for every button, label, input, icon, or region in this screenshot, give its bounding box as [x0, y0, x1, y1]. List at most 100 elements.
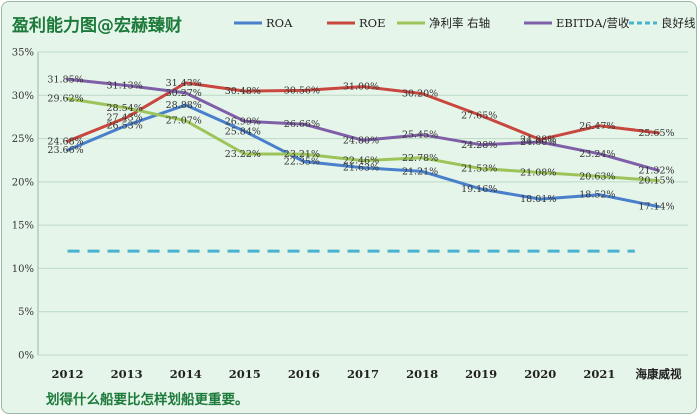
data-point [125, 84, 128, 87]
data-label: 24.80% [343, 135, 379, 146]
data-point [243, 120, 247, 123]
x-tick-label: 2015 [229, 367, 261, 381]
data-point [539, 171, 542, 174]
data-label: 18.52% [579, 190, 615, 201]
data-point [184, 81, 187, 85]
legend-label: 良好线 [661, 16, 696, 30]
legend-label: EBITDA/营收 [556, 16, 630, 30]
data-label: 29.62% [47, 94, 83, 105]
x-tick-label: 2017 [347, 367, 379, 381]
data-point [302, 123, 306, 126]
x-tick-label: 2019 [465, 367, 497, 381]
data-label: 30.27% [166, 88, 202, 99]
y-tick-label: 0% [18, 351, 34, 362]
data-point [598, 175, 601, 178]
data-point [125, 106, 128, 110]
data-label: 31.13% [107, 81, 143, 92]
data-point [125, 124, 128, 127]
data-label: 27.65% [461, 111, 497, 122]
data-point [125, 116, 128, 119]
data-point [420, 170, 424, 173]
y-tick-label: 10% [12, 264, 34, 275]
data-label: 21.08% [520, 168, 556, 179]
data-label: 28.88% [166, 100, 202, 111]
legend-label: ROE [359, 16, 385, 30]
data-label: 25.45% [402, 130, 438, 141]
data-label: 27.43% [107, 113, 143, 124]
data-point [361, 166, 365, 169]
data-label: 30.48% [225, 86, 261, 97]
x-tick-label: 2018 [406, 367, 438, 381]
data-label: 28.54% [107, 103, 143, 114]
x-axis: 2012 2013 2014 2015 2016 2017 2018 2019 2020 2021… [52, 367, 682, 381]
y-axis: 0% 5% 10% 15% 20% 25% 30% 35% [12, 48, 39, 362]
chart-title: 盈利能力图@宏赫臻财 [11, 15, 182, 36]
data-label: 24.28% [461, 140, 497, 151]
data-point [66, 148, 69, 152]
gridlines [38, 51, 688, 356]
x-tick-label: 2020 [524, 367, 556, 381]
y-tick-label: 30% [12, 91, 34, 102]
data-point [302, 152, 306, 156]
data-point [657, 205, 660, 208]
data-label: 23.22% [225, 149, 261, 160]
data-label: 24.60% [520, 137, 556, 148]
data-label: 17.14% [638, 202, 674, 213]
x-tick-label: 2016 [288, 367, 320, 381]
data-label: 30.20% [402, 89, 438, 100]
data-point [479, 143, 483, 147]
data-point [539, 138, 542, 141]
data-label: 22.46% [343, 156, 379, 167]
data-point [479, 167, 483, 170]
data-point [420, 156, 424, 159]
data-label: 21.21% [402, 166, 438, 177]
data-point [361, 159, 365, 162]
y-tick-label: 15% [12, 221, 34, 232]
data-point [184, 119, 187, 122]
data-label: 24.68% [47, 136, 83, 147]
data-point [361, 139, 365, 142]
data-point [479, 187, 483, 191]
data-label: 21.32% [638, 165, 674, 176]
data-label: 22.35% [284, 157, 320, 168]
data-point [184, 103, 187, 107]
data-point [479, 114, 483, 117]
legend-label: ROA [266, 16, 293, 30]
data-label: 23.24% [579, 149, 615, 160]
data-label: 21.63% [343, 163, 379, 174]
x-tick-label: 2012 [52, 367, 84, 381]
data-labels: 23.66% 26.53% 28.88% 25.84% 22.35% 21.63% 21.2… [47, 74, 674, 212]
data-point [302, 160, 306, 163]
data-label: 26.99% [225, 116, 261, 127]
data-point [657, 131, 660, 135]
data-label: 18.01% [520, 194, 556, 205]
data-point [243, 89, 247, 93]
x-tick-label: 2014 [170, 367, 202, 381]
data-point [302, 89, 306, 92]
data-label: 27.07% [166, 116, 202, 127]
data-point [66, 78, 69, 81]
legend-label: 净利率 右轴 [429, 16, 490, 30]
y-tick-label: 20% [12, 177, 34, 188]
data-point [598, 193, 601, 196]
data-label: 25.84% [225, 126, 261, 137]
data-point [657, 179, 660, 182]
data-point [243, 152, 247, 156]
data-label: 24.88% [520, 135, 556, 146]
y-tick-label: 25% [12, 134, 34, 145]
data-label: 20.63% [579, 171, 615, 182]
data-point [420, 92, 424, 95]
data-point [420, 133, 424, 136]
data-label: 26.53% [107, 120, 143, 131]
data-label: 23.66% [47, 145, 83, 156]
data-point [66, 97, 69, 100]
data-label: 19.16% [461, 184, 497, 195]
data-point [66, 140, 69, 143]
y-tick-label: 5% [18, 307, 34, 318]
data-point [539, 140, 542, 144]
data-label: 26.66% [284, 119, 320, 130]
data-point [539, 197, 542, 201]
data-label: 31.43% [166, 78, 202, 89]
